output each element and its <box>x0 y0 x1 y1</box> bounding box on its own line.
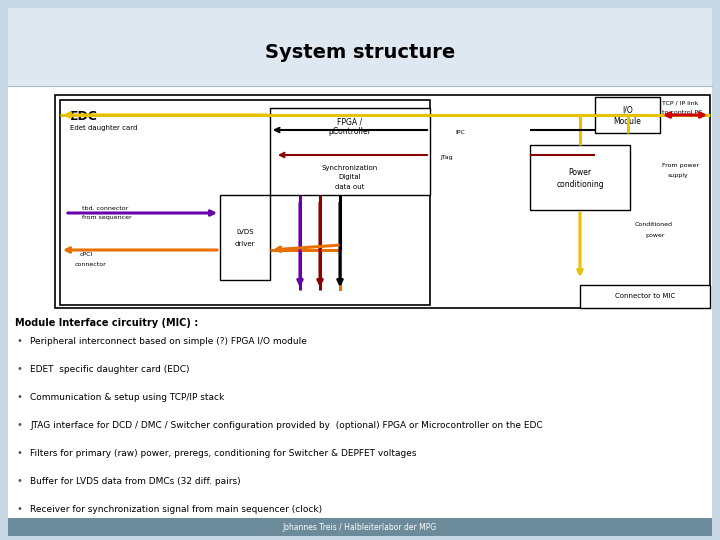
Text: Module Interface circuitry (MIC) :: Module Interface circuitry (MIC) : <box>15 318 198 328</box>
Text: Power: Power <box>568 168 592 177</box>
Bar <box>55 95 710 308</box>
Text: Filters for primary (raw) power, preregs, conditioning for Switcher & DEPFET vol: Filters for primary (raw) power, preregs… <box>30 449 416 457</box>
Text: •: • <box>16 364 22 374</box>
Text: Johannes Treis / Halbleiterlabor der MPG: Johannes Treis / Halbleiterlabor der MPG <box>283 523 437 531</box>
Text: •: • <box>16 476 22 486</box>
Text: to control PC: to control PC <box>662 111 703 116</box>
Text: •: • <box>16 392 22 402</box>
Text: •: • <box>16 448 22 458</box>
Text: •: • <box>16 420 22 430</box>
Text: Buffer for LVDS data from DMCs (32 diff. pairs): Buffer for LVDS data from DMCs (32 diff.… <box>30 476 240 485</box>
Text: System structure: System structure <box>265 43 455 62</box>
Text: •: • <box>16 504 22 514</box>
Bar <box>270 108 430 195</box>
Bar <box>8 8 712 86</box>
Text: Communication & setup using TCP/IP stack: Communication & setup using TCP/IP stack <box>30 393 224 402</box>
Bar <box>580 285 710 308</box>
Text: Synchronization: Synchronization <box>322 165 378 171</box>
Text: EDC: EDC <box>70 110 98 123</box>
Text: from sequencer: from sequencer <box>82 215 132 220</box>
Text: Connector to MIC: Connector to MIC <box>615 294 675 300</box>
Text: FPGA /: FPGA / <box>338 118 363 126</box>
Bar <box>220 195 270 280</box>
Text: cPCI: cPCI <box>80 253 94 258</box>
Text: conditioning: conditioning <box>556 180 604 189</box>
Text: Edet daughter card: Edet daughter card <box>70 125 138 131</box>
Text: supply: supply <box>668 172 689 178</box>
Text: JTAG interface for DCD / DMC / Switcher configuration provided by  (optional) FP: JTAG interface for DCD / DMC / Switcher … <box>30 421 543 429</box>
Text: •: • <box>16 336 22 346</box>
Bar <box>530 145 630 210</box>
Text: I/O: I/O <box>622 105 633 114</box>
Text: From power: From power <box>662 163 699 167</box>
Text: μController: μController <box>328 127 372 137</box>
Text: power: power <box>645 233 665 238</box>
Text: Conditioned: Conditioned <box>635 222 673 227</box>
Bar <box>8 518 712 536</box>
Text: JTag: JTag <box>440 156 453 160</box>
Text: connector: connector <box>75 262 107 267</box>
Text: tbd. connector: tbd. connector <box>82 206 128 211</box>
Text: Receiver for synchronization signal from main sequencer (clock): Receiver for synchronization signal from… <box>30 504 322 514</box>
Bar <box>595 97 660 133</box>
Text: Peripheral interconnect based on simple (?) FPGA I/O module: Peripheral interconnect based on simple … <box>30 336 307 346</box>
Text: driver: driver <box>235 241 256 247</box>
Text: Digital: Digital <box>338 174 361 180</box>
Text: EDET  specific daughter card (EDC): EDET specific daughter card (EDC) <box>30 364 189 374</box>
Text: data out: data out <box>336 184 365 190</box>
Bar <box>60 100 430 305</box>
Text: Module: Module <box>613 117 642 125</box>
Text: IPC: IPC <box>455 131 465 136</box>
Text: LVDS: LVDS <box>236 230 253 235</box>
Text: TCP / IP link: TCP / IP link <box>662 100 698 105</box>
